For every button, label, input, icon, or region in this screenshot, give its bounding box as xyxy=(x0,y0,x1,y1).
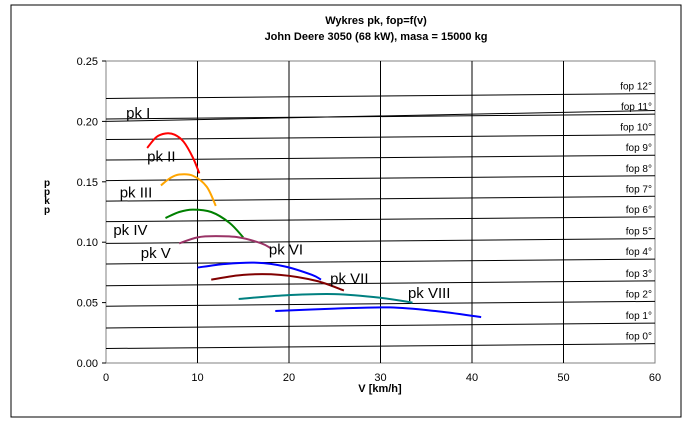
pk-series-label: pk VIII xyxy=(408,285,451,302)
fop-series-label: fop 10° xyxy=(620,123,652,134)
y-tick-label: 0.10 xyxy=(77,237,98,249)
x-tick-label: 10 xyxy=(191,372,203,384)
x-tick-label: 30 xyxy=(374,372,386,384)
fop-series-line xyxy=(105,175,656,182)
x-tick-label: 20 xyxy=(283,372,295,384)
y-tick-label: 0.15 xyxy=(77,177,98,189)
fop-series-line xyxy=(105,238,656,244)
pk-series-curve xyxy=(165,208,244,239)
fop-series-line xyxy=(105,195,656,202)
pk-series-curve xyxy=(105,110,656,122)
pk-series-label: pk V xyxy=(141,245,171,262)
fop-series-label: fop 3° xyxy=(626,269,652,280)
fop-series-label: fop 9° xyxy=(626,143,652,154)
fop-series-label: fop 1° xyxy=(626,311,652,322)
fop-series-line xyxy=(105,300,656,307)
y-axis-label-char: p xyxy=(44,205,50,216)
pk-series-curve xyxy=(178,235,272,250)
chart-subtitle: John Deere 3050 (68 kW), masa = 15000 kg xyxy=(265,31,488,43)
pk-series-label: pk IV xyxy=(113,222,147,239)
y-tick-label: 0.00 xyxy=(77,358,98,370)
y-axis-label-char: p xyxy=(44,187,50,198)
pk-series-label: pk VI xyxy=(269,241,303,258)
pk-series-curve xyxy=(211,273,345,292)
pk-series-curve xyxy=(160,173,217,207)
pk-series-label: pk II xyxy=(147,148,175,165)
y-tick-label: 0.25 xyxy=(77,56,98,68)
fop-series-line xyxy=(105,258,656,265)
y-axis-label-char: k xyxy=(44,196,50,207)
pk-series-label: pk I xyxy=(126,105,150,122)
x-tick-label: 60 xyxy=(649,372,661,384)
fop-series-line xyxy=(105,280,656,287)
pk-series-curve xyxy=(197,261,322,281)
fop-series-line xyxy=(105,154,656,161)
pk-series-label: pk III xyxy=(120,185,153,202)
fop-series-label: fop 8° xyxy=(626,164,652,175)
x-axis-title: V [km/h] xyxy=(358,383,402,395)
chart-title: Wykres pk, fop=f(v) xyxy=(325,15,427,27)
y-tick-label: 0.05 xyxy=(77,298,98,310)
fop-series-line xyxy=(105,322,656,329)
fop-series-label: fop 6° xyxy=(626,205,652,216)
fop-series-label: fop 12° xyxy=(620,82,652,93)
fop-series-label: fop 4° xyxy=(626,247,652,258)
y-tick-label: 0.20 xyxy=(77,116,98,128)
pk-series-curve xyxy=(275,306,482,319)
x-tick-label: 40 xyxy=(466,372,478,384)
pk-series-curve xyxy=(146,132,201,174)
fop-series-line xyxy=(105,93,656,99)
fop-series-line xyxy=(105,113,656,120)
fop-series-line xyxy=(105,343,656,350)
pk-series-curve xyxy=(238,293,413,304)
fop-series-label: fop 0° xyxy=(626,332,652,343)
fop-series-line xyxy=(105,134,656,141)
y-axis-label-char: p xyxy=(44,178,50,189)
x-tick-label: 50 xyxy=(557,372,569,384)
x-tick-label: 0 xyxy=(103,372,109,384)
fop-series-line xyxy=(105,216,656,223)
pk-series-label: pk VII xyxy=(330,270,368,287)
fop-series-label: fop 11° xyxy=(621,102,652,113)
fop-series-label: fop 2° xyxy=(626,289,652,300)
fop-series-label: fop 5° xyxy=(626,227,652,238)
fop-series-label: fop 7° xyxy=(626,184,652,195)
